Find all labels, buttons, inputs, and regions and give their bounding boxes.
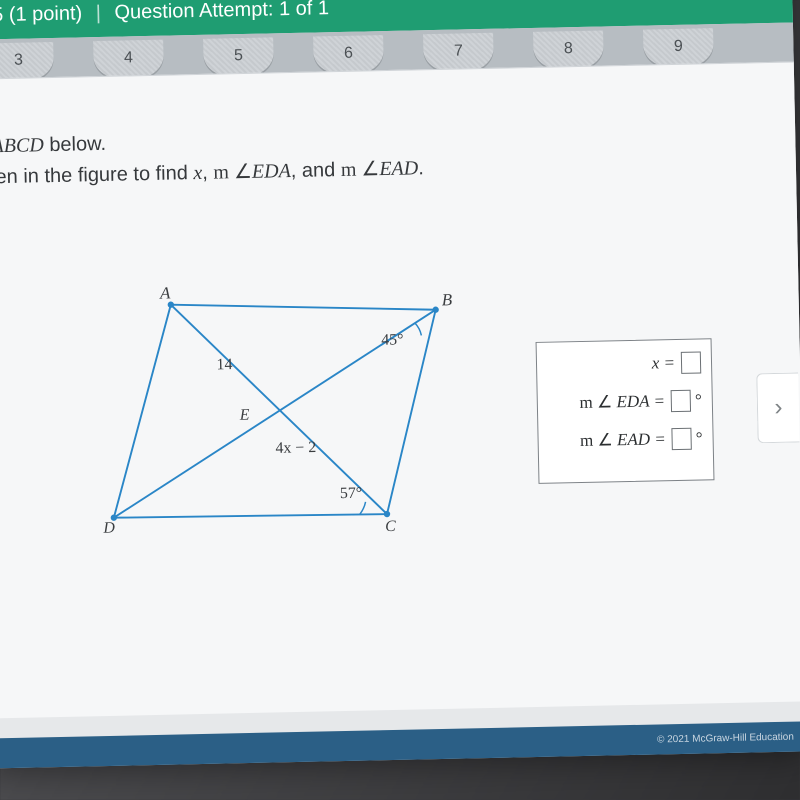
answer-row-ead: m ∠ EAD = ° (548, 427, 702, 452)
angle-icon: ∠ (356, 158, 379, 180)
angle-arcs (355, 323, 425, 515)
q2-prefix: given in the figure to find (0, 162, 194, 189)
attempt-value: 1 of 1 (279, 0, 329, 20)
header-divider: | (96, 2, 102, 25)
vertex-A-label: A (159, 283, 171, 302)
attempt-label: Question Attempt: (114, 0, 273, 24)
points-label: :5 (1 point) (0, 2, 82, 26)
answer-ead-lhs: EAD = (617, 429, 666, 449)
question-page: m ABCD below. given in the figure to fin… (0, 61, 800, 718)
chevron-right-icon: › (774, 394, 783, 422)
q2-ang2: EAD (379, 157, 418, 180)
q2-sep2: , and (291, 159, 341, 182)
segment-AE-label: 14 (216, 356, 232, 373)
answer-eda-lhs: EDA = (616, 391, 665, 411)
angle-icon: ∠ (597, 392, 613, 411)
q2-m2: m (341, 159, 357, 181)
q2-ang1: EDA (252, 160, 291, 183)
q2-period: . (418, 157, 424, 179)
answer-ead-m: m (580, 431, 594, 450)
q1-letters: ABCD (0, 134, 44, 157)
point-E-label: E (239, 407, 250, 424)
angle-C-label: 57° (340, 485, 363, 502)
angle-B-label: 45° (381, 331, 404, 348)
vertex-D-label: D (102, 519, 115, 536)
answer-row-x: x = (547, 351, 701, 376)
vertex-C-label: C (385, 518, 396, 535)
angle-icon: ∠ (229, 161, 252, 183)
next-question-button[interactable]: › (756, 372, 799, 443)
answer-row-eda: m ∠ EDA = ° (548, 389, 702, 414)
parallelogram-diagram: A B C D E 14 4x − 2 45° 57° (96, 270, 462, 547)
answer-eda-deg: ° (695, 390, 702, 410)
answer-eda-input[interactable] (671, 390, 691, 412)
diagram-svg: A B C D E 14 4x − 2 45° 57° (96, 270, 462, 547)
answer-x-lhs: x = (652, 353, 676, 372)
q2-sep1: , (202, 162, 214, 184)
question-text: m ABCD below. given in the figure to fin… (0, 118, 610, 193)
q1-suffix: below. (44, 133, 107, 156)
answer-ead-deg: ° (696, 428, 703, 448)
angle-icon: ∠ (597, 430, 613, 449)
screen: . . . . . . . :5 (1 point) | Question At… (0, 0, 800, 768)
segment-EC-label: 4x − 2 (275, 439, 316, 457)
q2-m1: m (213, 161, 229, 183)
answer-eda-m: m (579, 393, 593, 412)
answer-x-input[interactable] (681, 351, 701, 373)
answer-box: x = m ∠ EDA = ° m ∠ EAD = ° (536, 338, 715, 484)
vertex-B-label: B (442, 290, 453, 309)
copyright-text: © 2021 McGraw-Hill Education (657, 731, 794, 745)
answer-ead-input[interactable] (672, 428, 692, 450)
